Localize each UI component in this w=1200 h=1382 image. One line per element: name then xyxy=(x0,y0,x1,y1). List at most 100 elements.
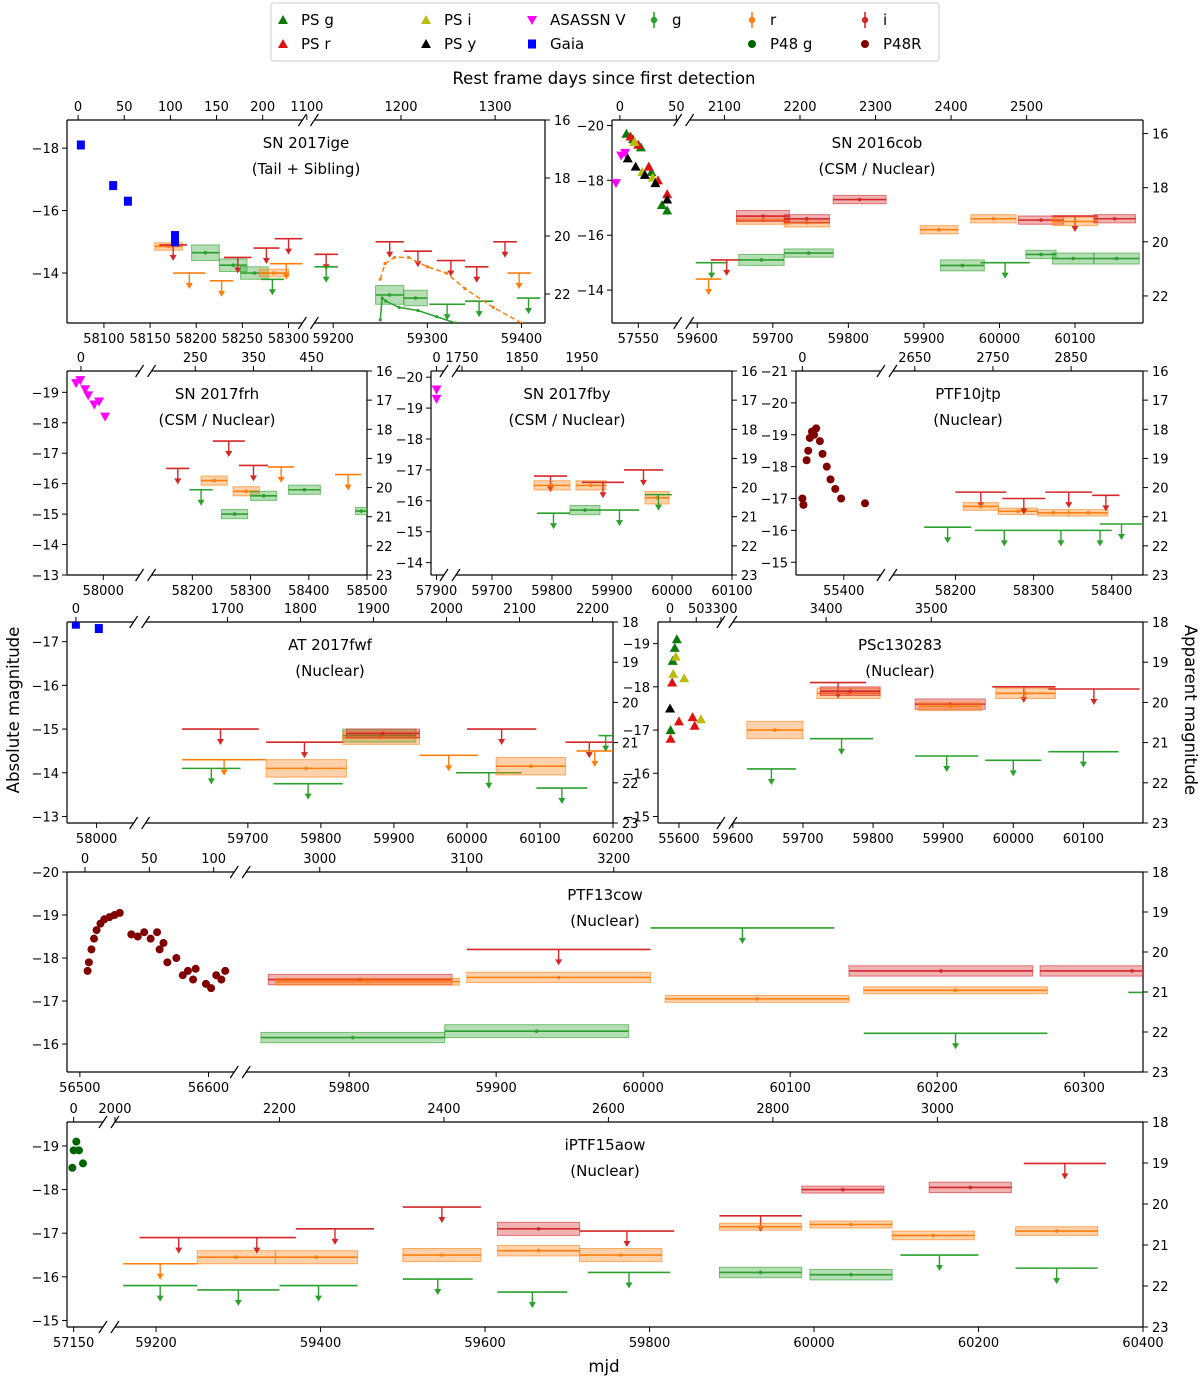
bottom-tick-label: 58500 xyxy=(346,584,387,599)
light-curve-point-g xyxy=(435,315,439,319)
axis-break-mark xyxy=(110,1320,120,1334)
top-tick-label: 1900 xyxy=(357,602,390,617)
top-tick-label: 1950 xyxy=(565,351,598,366)
top-tick-label: 50 xyxy=(668,100,685,115)
upper-limit-r xyxy=(182,758,267,776)
legend-label-psg: PS g xyxy=(301,11,334,29)
right-tick-label: 23 xyxy=(1152,1321,1169,1336)
bottom-tick-label: 59200 xyxy=(135,1336,176,1351)
axis-break-mark xyxy=(451,568,461,582)
plot-area xyxy=(431,385,672,530)
bottom-tick-label: 58000 xyxy=(76,832,117,847)
legend-marker-i xyxy=(861,16,869,24)
limit-arrow-head xyxy=(285,248,293,255)
data-point-p48r xyxy=(798,494,807,503)
plot-area xyxy=(612,128,1140,296)
detection-bin-r xyxy=(466,971,652,984)
legend-marker-asassn xyxy=(527,16,537,25)
panel-title: PSc130283 xyxy=(858,636,942,654)
left-tick-label: −19 xyxy=(761,429,788,444)
data-point-psg xyxy=(665,725,676,735)
upper-limit-i xyxy=(217,1236,296,1254)
upper-limit-r xyxy=(173,272,206,290)
bin-point xyxy=(271,271,276,275)
upper-limit-g xyxy=(746,768,796,785)
legend-label-p48g: P48 g xyxy=(770,35,812,53)
panel-subtitle: (Nuclear) xyxy=(295,662,364,680)
upper-limit-g xyxy=(314,265,338,283)
limit-arrow-head xyxy=(322,276,330,283)
bin-point xyxy=(937,227,941,232)
bin-point xyxy=(534,1029,539,1033)
left-tick-label: −16 xyxy=(32,205,59,220)
limit-arrow-head xyxy=(625,1282,633,1289)
bin-point xyxy=(351,1035,355,1040)
upper-limit-g xyxy=(644,493,672,511)
left-tick-label: −18 xyxy=(32,142,59,157)
right-tick-label: 22 xyxy=(554,288,571,303)
limit-arrow-head xyxy=(546,486,554,493)
detection-bin-r xyxy=(1015,1226,1099,1236)
right-tick-label: 19 xyxy=(1152,452,1169,467)
detection-bin-i xyxy=(820,686,881,696)
upper-limit-i xyxy=(579,1230,675,1248)
upper-limit-g xyxy=(980,261,1030,279)
data-point-p48r xyxy=(826,475,835,484)
bottom-tick-label: 59400 xyxy=(300,1336,341,1351)
panel-iptf15aow: −19 −18 −17 −16 −15 18 19 20 21 22 23 57150 0 59200 59… xyxy=(32,1102,1169,1351)
legend-entry-p48r: P48R xyxy=(861,35,922,53)
axis-break-mark xyxy=(241,865,251,879)
bin-point xyxy=(804,216,809,221)
upper-limit-r xyxy=(419,754,478,772)
right-axis-label: Apparent magnitude xyxy=(1181,625,1200,795)
right-tick-label: 18 xyxy=(1152,423,1169,438)
top-tick-label: 0 xyxy=(666,602,674,617)
bottom-tick-label: 55600 xyxy=(658,832,699,847)
upper-limit-g xyxy=(863,1032,1048,1050)
right-tick-label: 19 xyxy=(741,452,758,467)
limit-arrow-head xyxy=(207,778,215,785)
bin-point xyxy=(529,764,533,768)
right-tick-label: 18 xyxy=(741,423,758,438)
upper-limit-g xyxy=(260,278,284,296)
top-tick-label: 3000 xyxy=(303,852,336,867)
bin-point xyxy=(758,1270,763,1275)
right-tick-label: 16 xyxy=(741,365,758,380)
top-axis-label: Rest frame days since first detection xyxy=(452,69,755,88)
top-tick-label: 250 xyxy=(183,351,208,366)
bottom-axis-label: mjd xyxy=(588,1357,619,1376)
upper-limit-r xyxy=(695,278,722,296)
left-tick-label: −20 xyxy=(577,119,604,134)
data-point-psy xyxy=(630,161,641,171)
light-curve-point-r xyxy=(378,277,382,281)
light-curve-point-g xyxy=(397,305,401,309)
left-tick-label: −17 xyxy=(32,1227,59,1242)
detection-bin-i xyxy=(801,1185,885,1194)
light-curve-point-r xyxy=(519,321,524,323)
detection-bin-i xyxy=(783,214,830,224)
data-point-p48r xyxy=(146,934,155,943)
legend-marker-psr xyxy=(278,39,288,48)
panel-subtitle: (CSM / Nuclear) xyxy=(819,160,936,178)
light-curve-point-r xyxy=(383,262,387,266)
limit-arrow-head xyxy=(623,1241,631,1248)
bin-point xyxy=(550,483,554,488)
upper-limit-g xyxy=(402,1278,473,1296)
detection-bin-i xyxy=(1093,214,1136,224)
bin-point xyxy=(589,483,593,488)
bottom-tick-label: 60000 xyxy=(446,832,487,847)
panel-ptf13cow: −20 −19 −18 −17 −16 18 19 20 21 22 23 56500 56600 0 50… xyxy=(32,852,1169,1096)
upper-limit-i xyxy=(436,259,465,277)
limit-arrow-head xyxy=(501,251,509,258)
plot-area xyxy=(71,376,367,520)
upper-limit-i xyxy=(295,1228,375,1245)
data-point-p48r xyxy=(189,975,198,984)
data-point-p48r xyxy=(87,945,96,954)
right-tick-label: 19 xyxy=(1152,656,1169,671)
panels: −18 −16 −14 16 18 20 22 58100 58150 58200 58250 583… xyxy=(32,100,1169,1351)
upper-limit-i xyxy=(464,265,489,283)
axis-break-mark xyxy=(716,816,726,830)
left-tick-label: −16 xyxy=(577,229,604,244)
data-point-p48r xyxy=(115,908,124,917)
limit-arrow-head xyxy=(1090,699,1098,705)
